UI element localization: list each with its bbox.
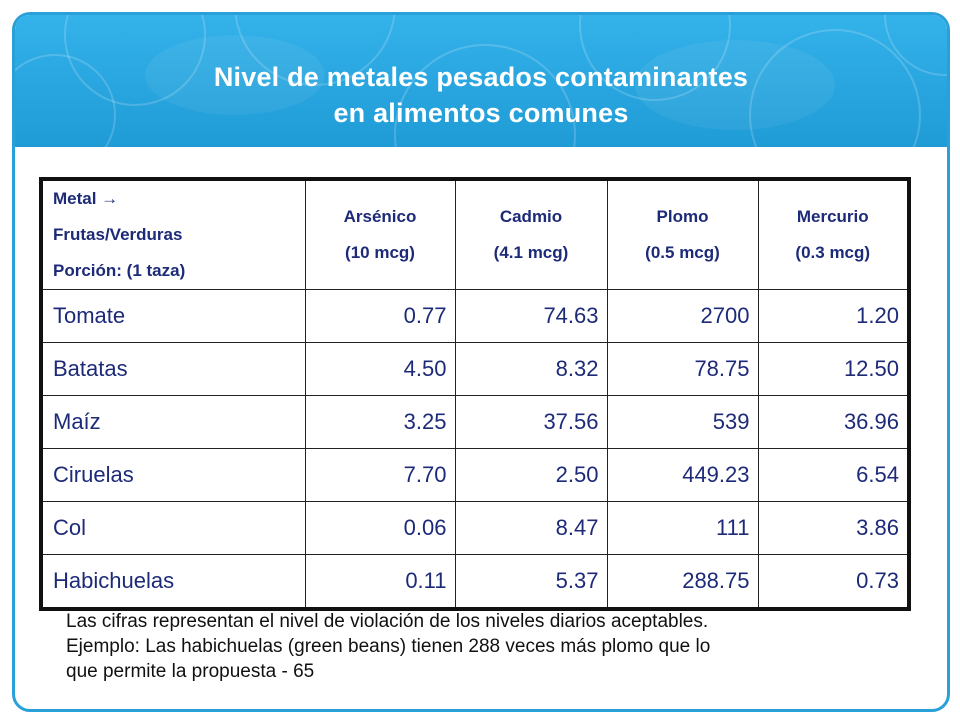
footnote-line-2: Ejemplo: Las habichuelas (green beans) t… — [66, 636, 711, 657]
value-cell: 288.75 — [606, 554, 759, 610]
value-cell: 8.47 — [454, 501, 608, 555]
column-header-arsenic: Arsénico (10 mcg) — [304, 178, 456, 290]
corner-line-produce: Frutas/Verduras — [53, 225, 183, 244]
table-row: Ciruelas 7.70 2.50 449.23 6.54 — [40, 448, 910, 502]
value-cell: 7.70 — [304, 448, 456, 502]
decorative-pattern — [15, 15, 947, 147]
value-cell: 449.23 — [606, 448, 759, 502]
table-row: Habichuelas 0.11 5.37 288.75 0.73 — [40, 554, 910, 610]
title-line-1: Nivel de metales pesados contaminantes — [213, 62, 749, 92]
corner-line-portion: Porción: (1 taza) — [53, 261, 186, 280]
row-name-cell: Ciruelas — [40, 448, 306, 502]
column-header-limit: (0.5 mcg) — [645, 243, 720, 262]
footnote: Las cifras representan el nivel de viola… — [66, 609, 884, 684]
table-row: Batatas 4.50 8.32 78.75 12.50 — [40, 342, 910, 396]
corner-header-cell: Metal → Frutas/Verduras Porción: (1 taza… — [40, 178, 306, 290]
value-cell: 0.73 — [757, 554, 910, 610]
value-cell: 0.77 — [304, 289, 456, 343]
metals-table: Metal → Frutas/Verduras Porción: (1 taza… — [39, 177, 911, 611]
value-cell: 4.50 — [304, 342, 456, 396]
column-header-cadmium: Cadmio (4.1 mcg) — [454, 178, 608, 290]
column-header-name: Plomo — [656, 207, 709, 226]
slide-frame: Nivel de metales pesados contaminantes e… — [12, 12, 950, 712]
value-cell: 6.54 — [757, 448, 910, 502]
footnote-line-1: Las cifras representan el nivel de viola… — [66, 611, 709, 632]
value-cell: 12.50 — [757, 342, 910, 396]
value-cell: 0.11 — [304, 554, 456, 610]
column-header-name: Mercurio — [796, 207, 869, 226]
table-row: Maíz 3.25 37.56 539 36.96 — [40, 395, 910, 449]
table-header-row: Metal → Frutas/Verduras Porción: (1 taza… — [40, 178, 910, 290]
column-header-limit: (0.3 mcg) — [795, 243, 871, 262]
slide-title: Nivel de metales pesados contaminantes e… — [15, 59, 947, 131]
value-cell: 37.56 — [454, 395, 608, 449]
footnote-line-3: que permite la propuesta - 65 — [66, 661, 315, 682]
value-cell: 111 — [606, 501, 759, 555]
column-header-name: Cadmio — [499, 207, 563, 226]
column-header-limit: (10 mcg) — [345, 243, 415, 262]
column-header-limit: (4.1 mcg) — [493, 243, 569, 262]
row-name-cell: Tomate — [40, 289, 306, 343]
row-name-cell: Col — [40, 501, 306, 555]
row-name-cell: Maíz — [40, 395, 306, 449]
row-name-cell: Habichuelas — [40, 554, 306, 610]
title-line-2: en alimentos comunes — [333, 98, 629, 128]
value-cell: 74.63 — [454, 289, 608, 343]
corner-line-metal: Metal → — [53, 189, 119, 208]
value-cell: 0.06 — [304, 501, 456, 555]
column-header-lead: Plomo (0.5 mcg) — [606, 178, 759, 290]
value-cell: 2.50 — [454, 448, 608, 502]
value-cell: 539 — [606, 395, 759, 449]
column-header-mercury: Mercurio (0.3 mcg) — [757, 178, 910, 290]
row-name-cell: Batatas — [40, 342, 306, 396]
header-band: Nivel de metales pesados contaminantes e… — [15, 15, 947, 147]
value-cell: 78.75 — [606, 342, 759, 396]
value-cell: 36.96 — [757, 395, 910, 449]
value-cell: 5.37 — [454, 554, 608, 610]
column-header-name: Arsénico — [343, 207, 417, 226]
value-cell: 3.25 — [304, 395, 456, 449]
value-cell: 3.86 — [757, 501, 910, 555]
value-cell: 2700 — [606, 289, 759, 343]
table-row: Col 0.06 8.47 111 3.86 — [40, 501, 910, 555]
value-cell: 1.20 — [757, 289, 910, 343]
table-row: Tomate 0.77 74.63 2700 1.20 — [40, 289, 910, 343]
value-cell: 8.32 — [454, 342, 608, 396]
